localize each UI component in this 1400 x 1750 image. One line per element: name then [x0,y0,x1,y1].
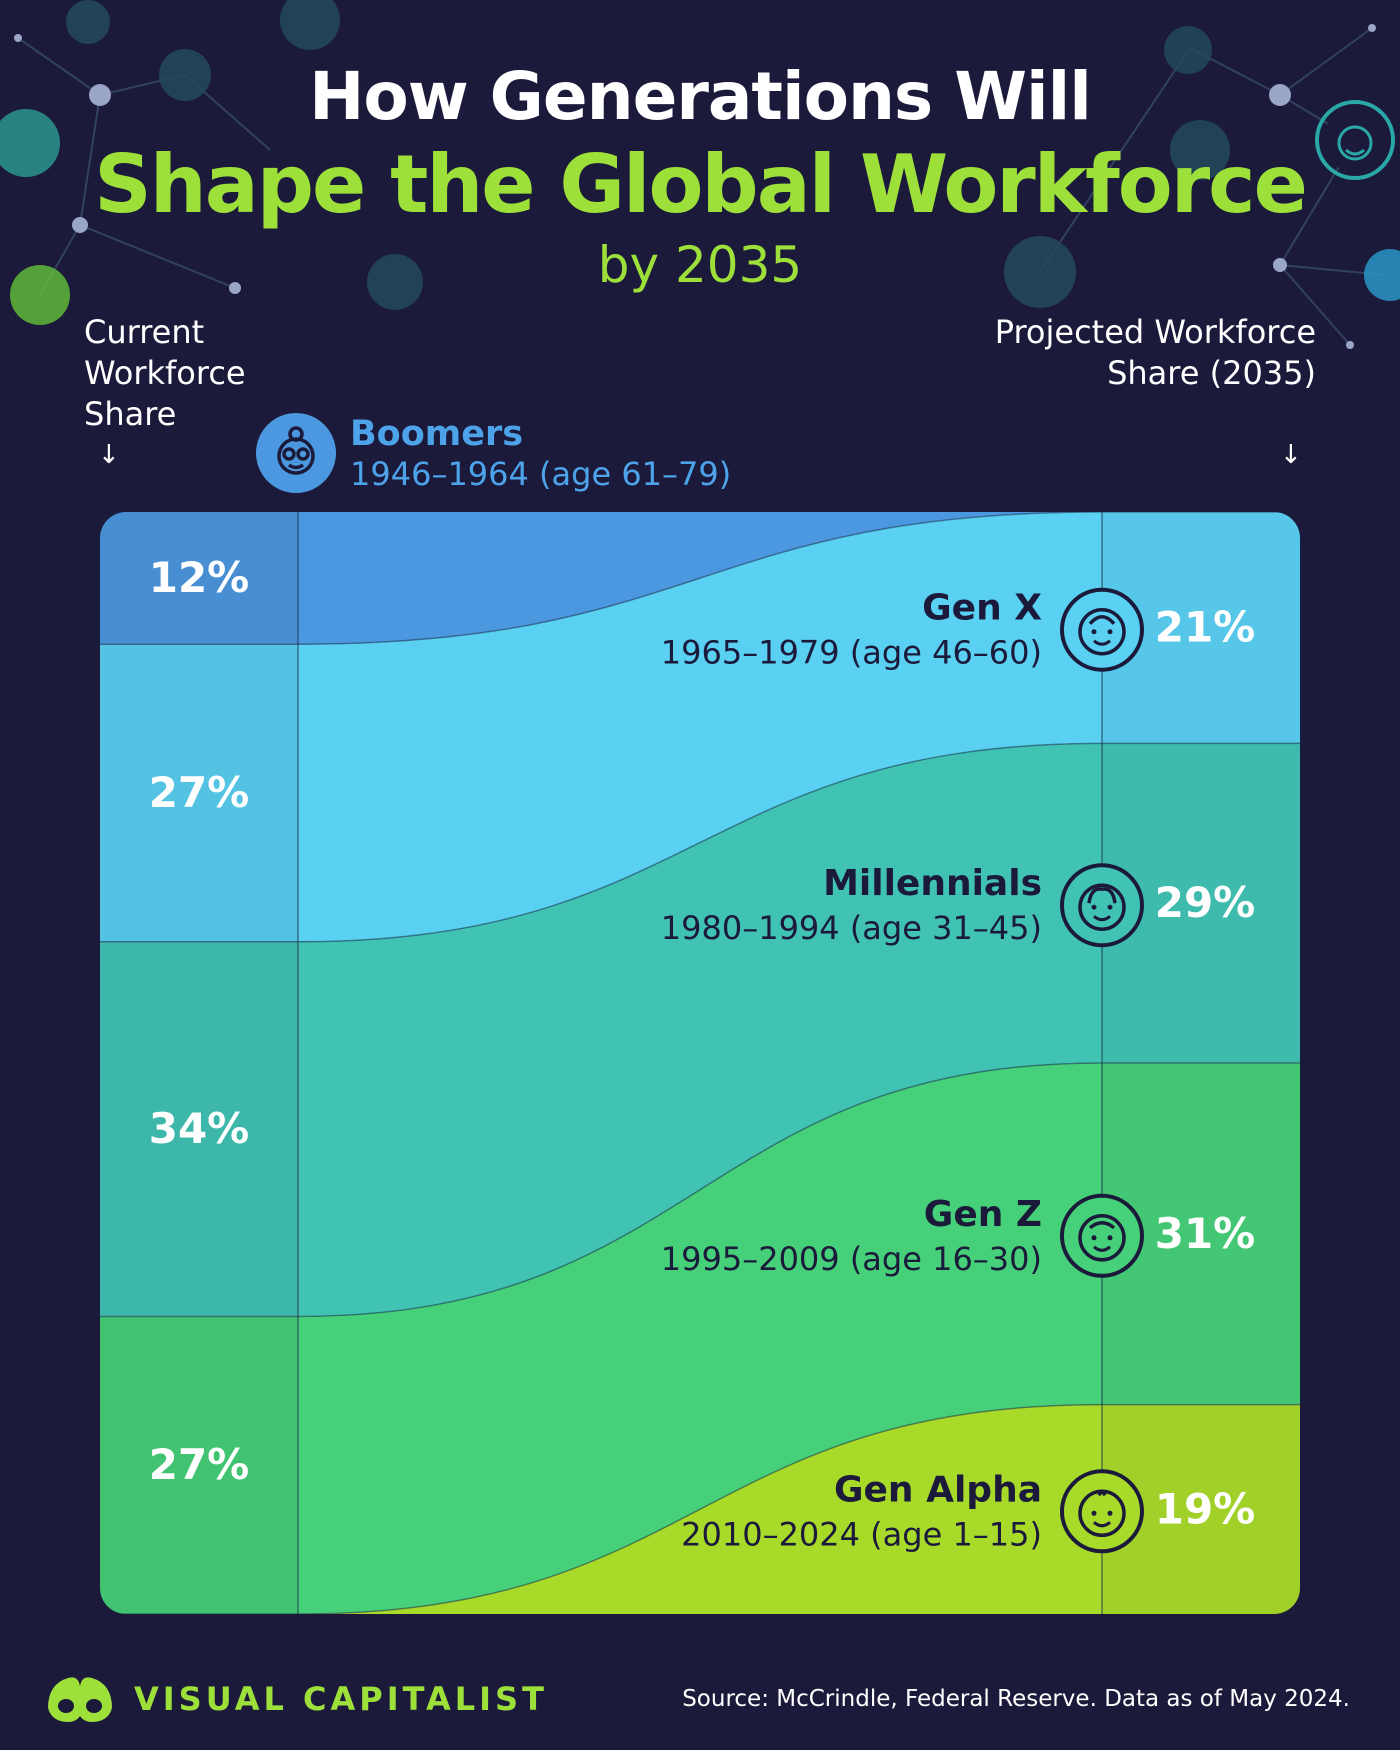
current-value-gen-x: 27% [149,768,250,817]
network-decoration [0,0,1400,349]
projected-share-label: Projected Workforce Share (2035) [994,313,1316,392]
current-bar-boomers [100,512,298,645]
projected-value-gen-z: 31% [1155,1209,1256,1258]
visual-capitalist-logo [48,1677,112,1722]
current-bar-gen-x [100,644,298,942]
boomer-face-icon [256,413,336,493]
down-arrow-right-icon: ↓ [1280,440,1302,470]
band-boundary [100,1062,1300,1318]
series-years-gen-x: 1965–1979 (age 46–60) [661,634,1042,672]
projected-value-gen-alpha: 19% [1155,1484,1256,1533]
flow-band-gen-z [100,1063,1300,1614]
series-years-millennials: 1980–1994 (age 31–45) [661,909,1042,947]
series-name-gen-alpha: Gen Alpha [834,1469,1042,1510]
title-line-1: How Generations Will [309,58,1092,135]
current-bar-gen-z [100,1316,298,1614]
band-boundary [100,1403,1300,1614]
series-years-gen-alpha: 2010–2024 (age 1–15) [681,1515,1042,1553]
current-value-gen-z: 27% [149,1440,250,1489]
series-years-gen-z: 1995–2009 (age 16–30) [661,1240,1042,1278]
down-arrow-left-icon: ↓ [98,440,120,470]
series-name-gen-z: Gen Z [924,1194,1042,1235]
current-bar-millennials [100,941,298,1317]
genx-face-icon [1060,587,1144,672]
series-name-millennials: Millennials [823,863,1042,904]
flow-band-millennials [100,743,1300,1317]
current-share-label: Current Workforce Share [84,313,246,433]
current-value-boomers: 12% [149,553,250,602]
boomers-name: Boomers [350,414,524,454]
footer-source: Source: McCrindle, Federal Reserve. Data… [682,1686,1350,1712]
title-line-2: Shape the Global Workforce [94,138,1308,231]
boomers-years: 1946–1964 (age 61–79) [350,455,732,493]
millennial-face-icon [1060,863,1144,948]
footer-brand: VISUAL CAPITALIST [134,1680,548,1718]
projected-value-millennials: 29% [1155,878,1256,927]
band-boundary [100,742,1300,943]
series-name-gen-x: Gen X [922,588,1042,629]
band-boundary [100,512,1300,645]
projected-value-gen-x: 21% [1155,603,1256,652]
flow-band-gen-x [100,512,1300,942]
title-line-3: by 2035 [597,236,803,294]
current-value-millennials: 34% [149,1104,250,1153]
genalpha-face-icon [1060,1469,1144,1554]
genz-face-icon [1060,1193,1144,1278]
